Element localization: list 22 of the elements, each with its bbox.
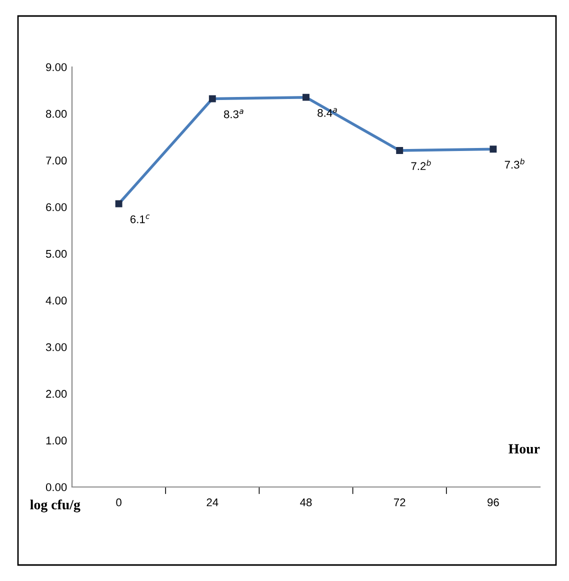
x-axis-title: Hour — [508, 444, 540, 454]
y-tick-label: 4.00 — [46, 296, 67, 304]
y-tick-label: 3.00 — [46, 343, 67, 352]
y-tick-label: 1.00 — [46, 436, 67, 444]
annotation: 7.2$^{b}$ — [411, 160, 431, 170]
y-axis-title: log cfu/g — [30, 499, 80, 512]
y-tick-label: 9.00 — [46, 63, 67, 72]
y-tick-label: 7.00 — [46, 156, 67, 164]
x-tick-label: 0 — [116, 498, 122, 506]
y-tick-label: 5.00 — [46, 250, 67, 258]
annotation: 8.4$^{a}$ — [318, 108, 337, 117]
y-tick-label: 2.00 — [46, 390, 67, 398]
annotation: 7.3$^{b}$ — [504, 158, 524, 169]
y-tick-label: 0.00 — [46, 483, 67, 492]
y-tick-label: 8.00 — [46, 110, 67, 118]
x-tick-label: 72 — [394, 498, 406, 506]
x-tick-label: 48 — [300, 498, 312, 506]
y-tick-label: 6.00 — [46, 203, 67, 212]
annotation: 6.1$^{c}$ — [130, 214, 150, 224]
x-tick-label: 24 — [206, 498, 218, 506]
x-tick-label: 96 — [488, 498, 499, 506]
annotation: 8.3$^{a}$ — [224, 110, 244, 118]
